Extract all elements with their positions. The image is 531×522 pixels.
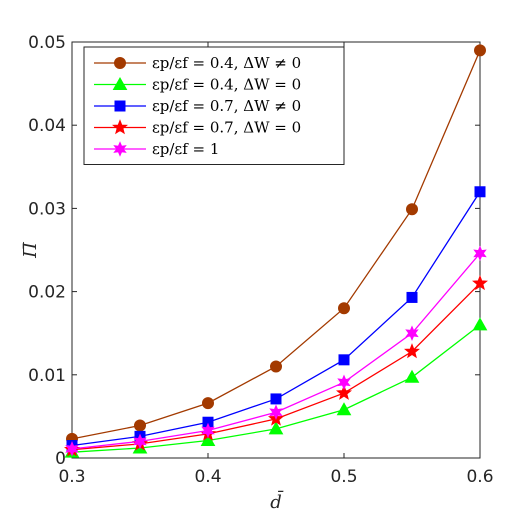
y-tick-label: 0.05: [28, 33, 66, 53]
series-5: [65, 245, 487, 457]
data-point: [337, 374, 351, 391]
data-point: [202, 397, 214, 410]
legend-marker: [113, 141, 127, 157]
y-tick-label: 0.04: [28, 116, 66, 136]
series-1: [66, 44, 486, 445]
y-tick-label: 0.01: [28, 366, 66, 386]
data-point: [405, 325, 419, 341]
legend-item: εp/εf = 0.4, ΔW ≠ 0: [94, 54, 301, 72]
legend-item: εp/εf = 1: [94, 140, 219, 158]
x-tick-label: 0.6: [466, 467, 493, 487]
data-point: [269, 404, 283, 421]
legend-marker: [114, 57, 126, 69]
axis-ticks: 0.3 0.4 0.5 0.6 0 0.01 0.02 0.03 0.04 0.05: [28, 33, 493, 487]
data-point: [404, 369, 420, 383]
legend-label: εp/εf = 0.7, ΔW ≠ 0: [152, 97, 301, 115]
data-point: [338, 354, 350, 366]
data-point: [270, 360, 282, 373]
legend-marker: [114, 100, 126, 112]
data-point: [133, 433, 147, 450]
data-point: [474, 44, 486, 57]
x-tick-label: 0.5: [330, 467, 357, 487]
x-axis-label: d̄: [270, 489, 284, 513]
data-point: [134, 419, 146, 432]
legend-label: εp/εf = 0.4, ΔW = 0: [152, 76, 301, 94]
data-point: [200, 433, 216, 447]
legend-marker: [112, 76, 128, 90]
series-layer: [64, 44, 488, 458]
y-axis-label: Π̄: [20, 242, 41, 259]
y-tick-label: 0.02: [28, 283, 66, 303]
data-point: [406, 291, 418, 303]
legend-marker: [112, 119, 128, 135]
data-point: [338, 302, 350, 315]
data-point: [65, 441, 79, 457]
legend-item: εp/εf = 0.7, ΔW ≠ 0: [94, 97, 301, 115]
legend-label: εp/εf = 0.4, ΔW ≠ 0: [152, 54, 301, 72]
legend: εp/εf = 0.4, ΔW ≠ 0 εp/εf = 0.4, ΔW = 0 εp…: [83, 46, 345, 165]
data-point: [201, 422, 215, 439]
data-point: [406, 203, 418, 216]
x-tick-label: 0.3: [58, 467, 85, 487]
data-point: [404, 343, 420, 359]
legend-item: εp/εf = 0.7, ΔW = 0: [94, 119, 301, 137]
data-point: [336, 402, 352, 416]
legend-label: εp/εf = 0.7, ΔW = 0: [152, 119, 301, 137]
data-point: [336, 384, 352, 400]
data-point: [473, 245, 487, 262]
data-point: [472, 317, 488, 331]
y-tick-label: 0.03: [28, 199, 66, 219]
data-point: [472, 274, 488, 291]
y-tick-label: 0: [55, 449, 66, 469]
data-point: [268, 421, 284, 435]
data-point: [474, 186, 486, 198]
legend-item: εp/εf = 0.4, ΔW = 0: [94, 76, 301, 94]
x-tick-label: 0.4: [194, 467, 221, 487]
data-point: [270, 393, 282, 405]
legend-label: εp/εf = 1: [152, 140, 219, 158]
